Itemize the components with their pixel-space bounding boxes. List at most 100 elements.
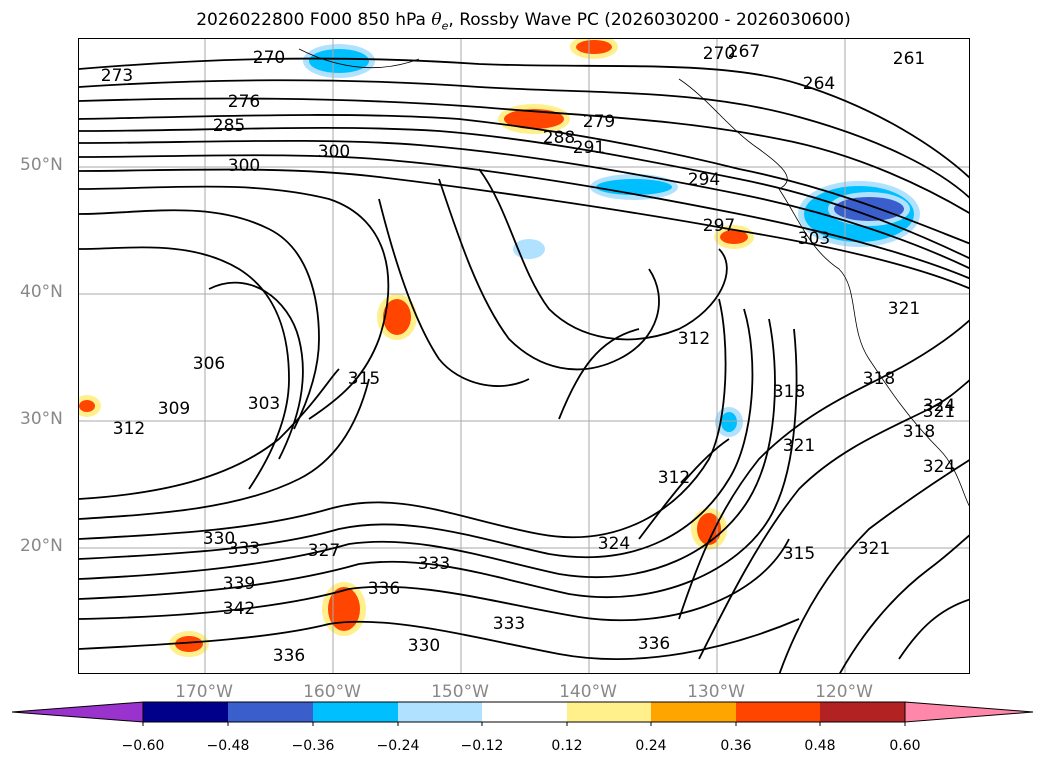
colorbar-tick-label: −0.48 (206, 738, 250, 754)
contour-line (558, 328, 640, 420)
contour-line (79, 209, 320, 430)
colorbar-segment (143, 702, 228, 722)
contour-line (638, 438, 730, 540)
contour-label: 267 (728, 42, 760, 62)
contour-label: 288 (543, 128, 575, 148)
contour-label: 312 (113, 419, 145, 439)
anomaly-patch (328, 587, 360, 631)
contour-label: 333 (228, 539, 260, 559)
colorbar-extend-high (904, 701, 1034, 723)
coastlines (298, 48, 969, 507)
contour-label: 318 (773, 382, 805, 402)
contour-line (79, 246, 290, 490)
contour-line (678, 319, 969, 620)
contour-label: 315 (783, 544, 815, 564)
contour-label: 318 (903, 422, 935, 442)
colorbar-segment (651, 702, 736, 722)
contour-label: 318 (863, 369, 895, 389)
contour-label: 276 (228, 92, 260, 112)
contour-line (79, 298, 727, 540)
lon-tick-label: 160°W (303, 682, 361, 702)
coastline-alaska (678, 78, 788, 190)
colorbar-tick-label: 0.36 (720, 738, 752, 754)
colorbar-tick-label: 0.60 (889, 738, 921, 754)
contour-line (79, 97, 969, 214)
contour-line (698, 379, 969, 660)
contour-label: 327 (308, 541, 340, 561)
contour-label: 321 (923, 402, 955, 422)
contour-label: 342 (223, 599, 255, 619)
colorbar-segment (567, 702, 651, 722)
lon-tick-label: 120°W (815, 682, 873, 702)
contour-label: 336 (368, 579, 400, 599)
contour-label: 324 (923, 457, 955, 477)
anomaly-patch (383, 299, 411, 335)
contour-line (79, 57, 969, 179)
contour-line (79, 126, 969, 260)
contour-label: 270 (703, 44, 735, 64)
theta-e-contours (79, 57, 969, 673)
lat-tick-label: 50°N (20, 155, 63, 175)
contour-line (79, 154, 969, 280)
contour-label: 330 (203, 529, 235, 549)
map-title: 2026022800 F000 850 hPa θe, Rossby Wave … (196, 10, 851, 33)
contour-label: 291 (573, 138, 605, 158)
anomaly-patch (576, 40, 612, 54)
contour-label: 264 (803, 74, 835, 94)
contour-label: 303 (798, 229, 830, 249)
colorbar-tick-label: 0.48 (804, 738, 836, 754)
contour-label: 306 (193, 354, 225, 374)
colorbar-extend-low (11, 701, 144, 723)
contour-label: 300 (228, 156, 260, 176)
colorbar-tick-label: −0.60 (121, 738, 165, 754)
contour-line (79, 378, 370, 520)
anomaly-patch (519, 244, 539, 254)
colorbar-tick-label: −0.12 (460, 738, 504, 754)
lat-tick-label: 30°N (20, 409, 63, 429)
colorbar-tick-label: 0.24 (635, 738, 667, 754)
colorbar-tick-label: −0.36 (291, 738, 335, 754)
contour-line (79, 168, 969, 290)
contour-line (79, 368, 340, 500)
contour-label: 303 (248, 394, 280, 414)
contour-label: 321 (783, 436, 815, 456)
contour-line (79, 79, 969, 199)
anomaly-patch (596, 179, 672, 195)
contour-label: 309 (158, 399, 190, 419)
lon-tick-label: 130°W (687, 682, 745, 702)
contour-label: 285 (213, 116, 245, 136)
colorbar-tick-label: −0.24 (376, 738, 420, 754)
contour-label: 333 (418, 554, 450, 574)
contour-label: 321 (888, 299, 920, 319)
contour-line (478, 168, 728, 341)
contour-label: 273 (101, 66, 133, 86)
colorbar-segment (398, 702, 482, 722)
contour-label: 324 (923, 396, 955, 416)
lon-tick-label: 150°W (431, 682, 489, 702)
contour-label: 330 (408, 636, 440, 656)
colorbar-segment (820, 702, 905, 722)
contour-label: 270 (253, 48, 285, 68)
colorbar-segment (736, 702, 820, 722)
contour-label: 336 (638, 634, 670, 654)
lon-tick-label: 140°W (559, 682, 617, 702)
contour-label: 300 (318, 142, 350, 162)
contour-line (378, 198, 530, 387)
contour-label: 279 (583, 112, 615, 132)
colorbar-segment (482, 702, 567, 722)
colorbar-segment (228, 702, 313, 722)
contour-line (898, 598, 969, 660)
map-panel[interactable]: 273 270 276 285 300 300 279 288 291 294 297 303 306 3… (78, 38, 970, 674)
contour-line (778, 459, 969, 673)
contour-line (839, 534, 969, 673)
lat-tick-label: 20°N (20, 536, 63, 556)
contour-line (79, 308, 754, 560)
lat-tick-label: 40°N (20, 282, 63, 302)
contour-line (79, 538, 790, 622)
contour-label: 297 (703, 216, 735, 236)
colorbar-frame (142, 701, 906, 723)
contour-line (79, 328, 798, 600)
anomaly-patch (309, 49, 369, 73)
